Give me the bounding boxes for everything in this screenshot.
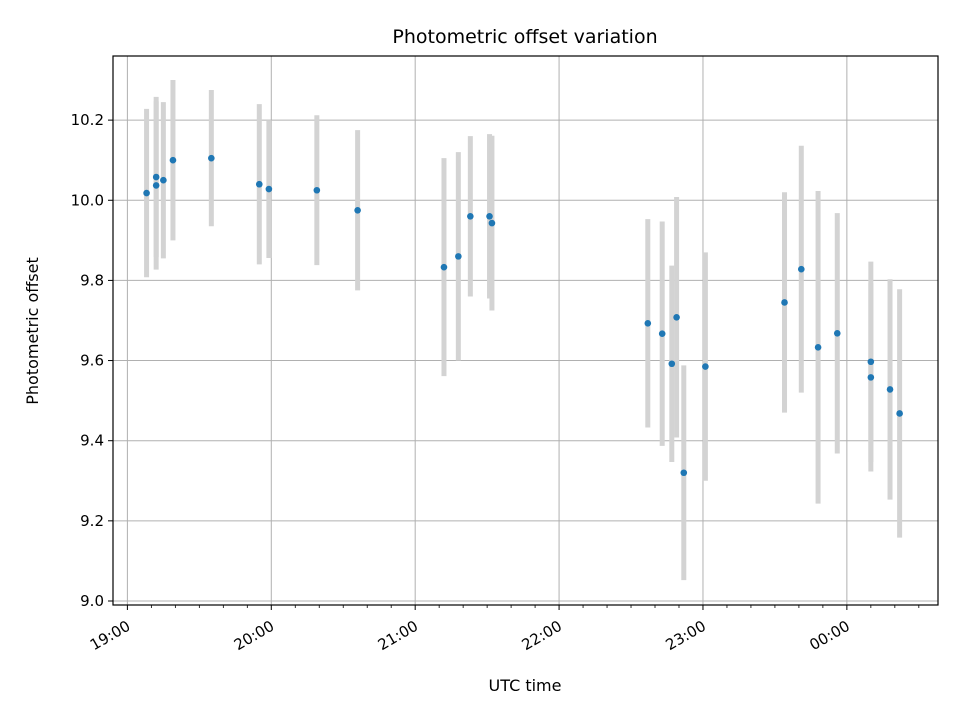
y-tick-label: 10.0	[71, 191, 104, 209]
data-point	[354, 206, 361, 214]
data-point	[867, 374, 875, 381]
y-tick-label: 9.8	[80, 271, 104, 289]
y-tick-label: 9.0	[80, 592, 104, 610]
plot-frame	[112, 55, 939, 606]
data-point	[658, 330, 666, 338]
data-point	[644, 319, 652, 327]
data-point	[313, 186, 321, 194]
data-point	[169, 156, 177, 164]
y-axis: 9.0 9.2 9.4 9.6 9.8 10.0 10.2	[71, 111, 113, 610]
data-point	[265, 185, 273, 193]
data-point	[814, 344, 822, 351]
data-point	[833, 330, 841, 337]
data-point	[488, 219, 496, 227]
x-axis-title: UTC time	[489, 676, 562, 695]
data-point	[152, 173, 160, 181]
y-tick-label: 10.2	[71, 111, 104, 129]
data-point	[255, 180, 263, 188]
data-point	[680, 469, 688, 477]
data-point	[867, 358, 875, 366]
data-point	[886, 386, 894, 393]
data-point	[673, 313, 680, 321]
y-tick-label: 9.6	[80, 352, 104, 370]
data-point	[160, 176, 167, 184]
data-point	[668, 360, 676, 368]
data-points	[143, 154, 903, 477]
y-tick-label: 9.4	[80, 432, 104, 450]
data-point	[455, 253, 462, 260]
data-point	[208, 154, 215, 162]
data-point	[896, 410, 903, 417]
data-point	[143, 189, 150, 197]
data-point	[797, 265, 805, 273]
chart-title: Photometric offset variation	[392, 26, 657, 48]
data-point	[440, 263, 448, 271]
data-point	[152, 182, 160, 189]
data-point	[781, 299, 788, 306]
y-tick-label: 9.2	[80, 512, 104, 530]
data-point	[702, 363, 709, 370]
data-point	[467, 212, 474, 220]
y-axis-title: Photometric offset	[23, 257, 42, 405]
data-point	[486, 212, 493, 220]
